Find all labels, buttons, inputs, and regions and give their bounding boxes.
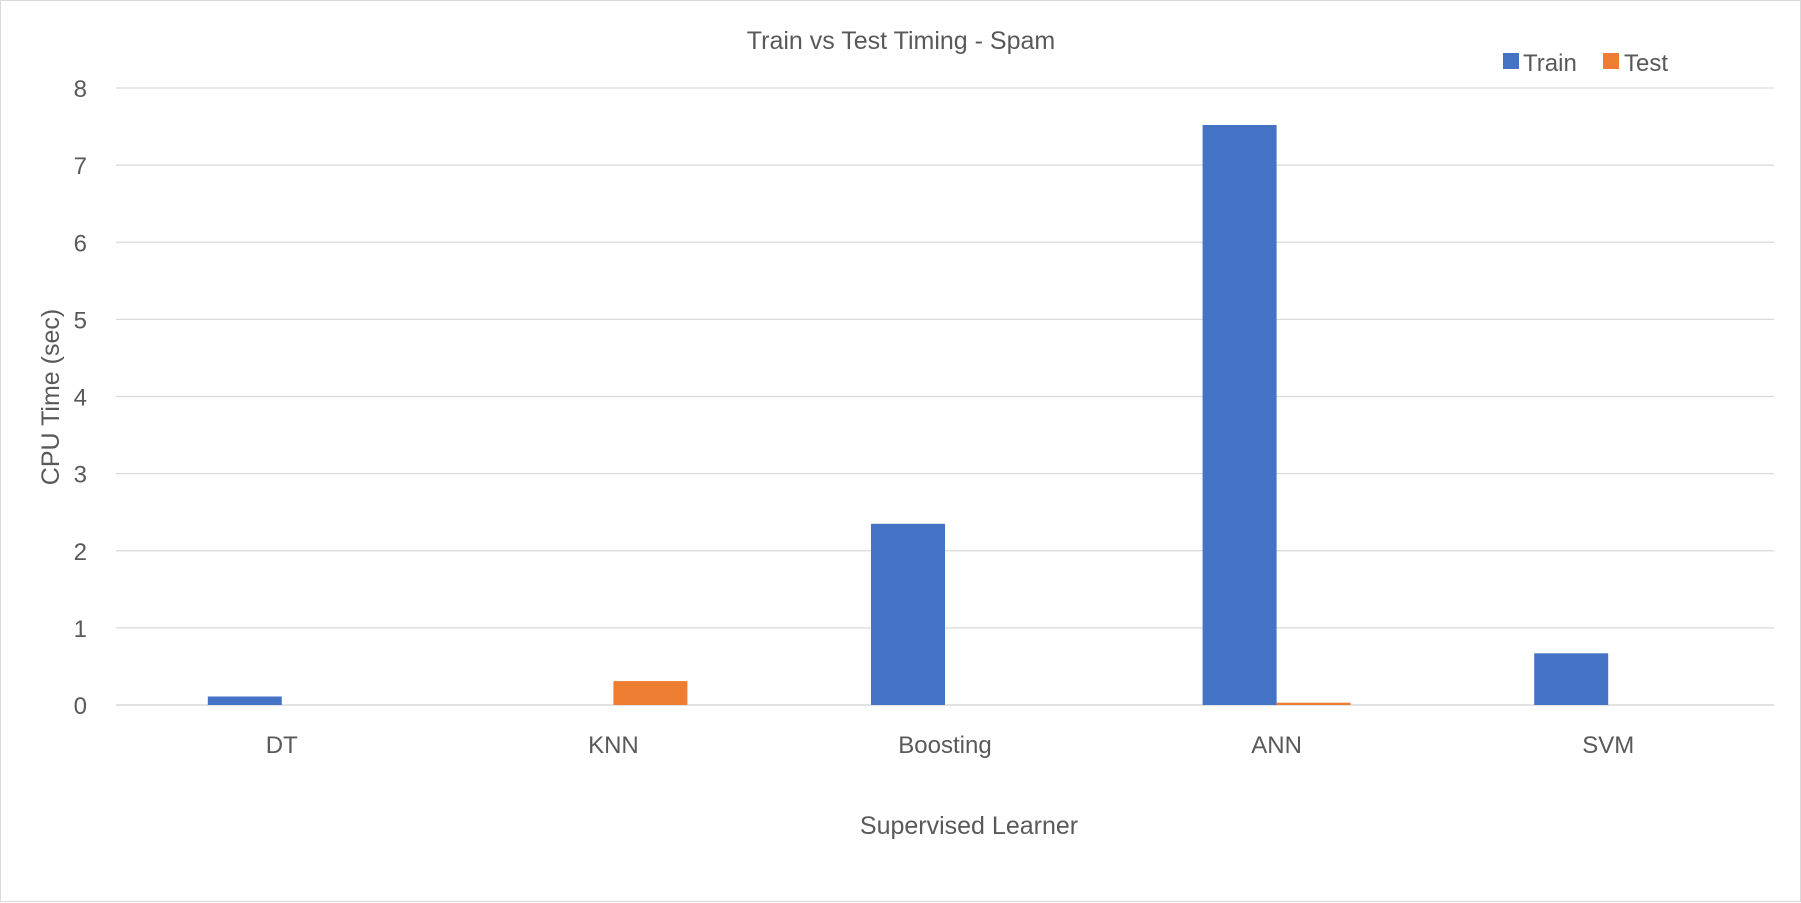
x-axis-title: Supervised Learner (860, 812, 1078, 840)
legend-swatch-train (1503, 53, 1519, 69)
bar-train-boosting (871, 523, 945, 705)
y-tick-label: 8 (74, 76, 87, 103)
bar-train-dt (207, 696, 282, 705)
x-category-label: SVM (1582, 732, 1634, 759)
y-axis-tick-labels: 0 1 2 3 4 5 6 7 8 (74, 76, 87, 720)
chart-title: Train vs Test Timing - Spam (747, 27, 1055, 55)
y-tick-label: 2 (74, 539, 87, 566)
legend-swatch-test (1603, 53, 1619, 69)
y-tick-label: 3 (74, 462, 87, 489)
y-tick-label: 0 (74, 693, 87, 720)
x-category-label: KNN (588, 732, 639, 759)
x-category-label: ANN (1251, 732, 1302, 759)
y-tick-label: 1 (74, 616, 87, 643)
bar-test-ann (1276, 702, 1351, 705)
bar-test-knn (613, 681, 688, 705)
bar-train-ann (1202, 125, 1277, 705)
x-category-label: DT (266, 732, 298, 759)
gridlines (116, 87, 1774, 706)
bar-train-svm (1534, 653, 1609, 705)
y-tick-label: 5 (74, 307, 87, 334)
y-axis-title: CPU Time (sec) (37, 309, 65, 485)
y-tick-label: 7 (74, 153, 87, 180)
y-tick-label: 6 (74, 230, 87, 257)
legend-label-test: Test (1624, 50, 1668, 77)
bars (207, 125, 1609, 705)
x-axis-category-labels: DT KNN Boosting ANN SVM (266, 732, 1634, 759)
x-category-label: Boosting (898, 732, 991, 759)
legend: Train Test (1503, 50, 1668, 77)
legend-label-train: Train (1523, 50, 1577, 77)
y-tick-label: 4 (74, 385, 87, 412)
